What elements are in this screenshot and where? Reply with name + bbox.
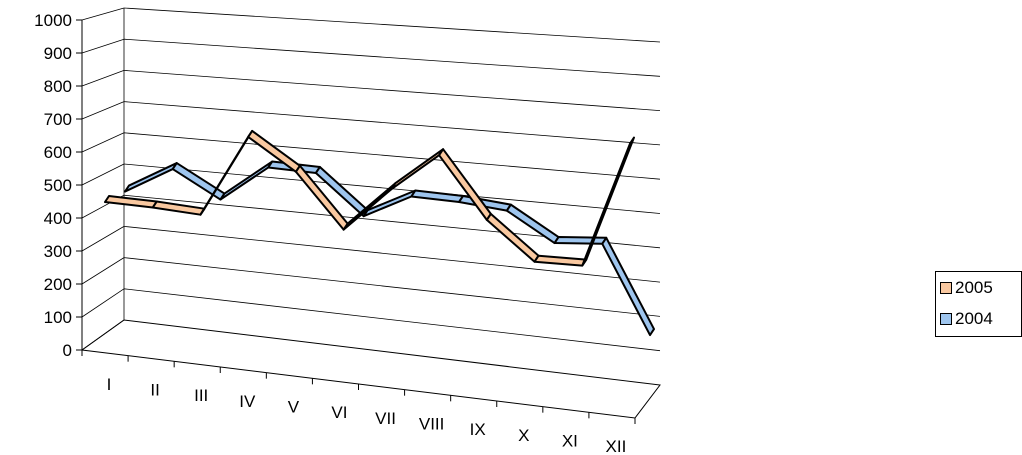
gridline-wall-900 (81, 38, 125, 54)
x-tick-label-XII: XII (606, 437, 627, 455)
gridline-wall-1000 (81, 7, 125, 21)
x-tick-label-V: V (288, 398, 300, 417)
y-tick-label-0: 0 (63, 341, 72, 360)
gridline-wall-200 (81, 257, 125, 285)
y-tick-label-200: 200 (44, 275, 72, 294)
legend-swatch-2005 (940, 282, 952, 294)
gridline-wall-600 (81, 132, 125, 153)
y-tick-label-400: 400 (44, 209, 72, 228)
axes (76, 8, 661, 424)
gridline-back-300 (123, 226, 661, 283)
gridline-back-200 (123, 257, 661, 317)
series-2004-segment-I (124, 162, 178, 193)
series-2004-segment-X (553, 236, 608, 245)
x-tick-label-IX: IX (470, 420, 486, 439)
x-tick-label-VIII: VIII (419, 415, 445, 434)
legend-label-2004: 2004 (955, 309, 993, 328)
floor (80, 319, 661, 419)
series-2004-segment-III (219, 160, 274, 201)
gridline-back-100 (123, 288, 661, 352)
series-2005-segment-X (533, 254, 588, 267)
x-tick-label-III: III (194, 386, 208, 405)
series-2004-segment-V (314, 165, 369, 218)
x-tick-label-VI: VI (331, 403, 347, 422)
y-tick-label-300: 300 (44, 242, 72, 261)
gridline-back-1000 (123, 7, 661, 43)
series-2005-segment-VII (390, 148, 445, 191)
y-tick-label-100: 100 (44, 308, 72, 327)
series-2004-segment-XI (601, 236, 655, 337)
gridline-back-600 (123, 132, 661, 180)
y-tick-label-700: 700 (44, 110, 72, 129)
series-2004-segment-VII (410, 189, 465, 203)
x-tick-label-I: I (107, 375, 112, 394)
gridline-back-800 (123, 70, 661, 111)
gridline-wall-700 (81, 101, 125, 120)
x-tick-labels: I II III IV V VI VII VIII IX X XI XII (107, 375, 627, 455)
x-tick-label-X: X (518, 426, 529, 445)
gridline-wall-800 (81, 70, 125, 87)
gridline-wall-300 (81, 226, 125, 252)
x-tick-label-XI: XI (562, 432, 578, 451)
series-2005-segment-III (199, 129, 254, 216)
y-tick-label-800: 800 (44, 77, 72, 96)
gridline-back-900 (123, 38, 661, 77)
y-tick-label-600: 600 (44, 143, 72, 162)
x-tick-label-IV: IV (239, 392, 256, 411)
y-tick-label-500: 500 (44, 176, 72, 195)
legend: 2005 2004 (935, 271, 1022, 337)
series-2004-segment-II (171, 162, 226, 201)
legend-item-2004: 2004 (940, 309, 993, 329)
gridlines (81, 7, 661, 352)
series-2005-segment-XI (581, 136, 635, 267)
gridline-wall-500 (81, 163, 125, 186)
x-tick-label-II: II (150, 381, 159, 400)
gridline-wall-100 (81, 288, 125, 318)
series-2005-segment-II (151, 200, 206, 216)
legend-item-2005: 2005 (940, 278, 993, 298)
series-2005-segment-VIII (438, 148, 492, 221)
y-tick-labels: 0 100 200 300 400 500 600 700 800 900 1000 (34, 11, 72, 360)
legend-swatch-2004 (940, 313, 952, 325)
y-tick-label-900: 900 (44, 44, 72, 63)
x-tick-label-VII: VII (375, 409, 396, 428)
y-tick-label-1000: 1000 (34, 11, 72, 30)
series-lines (104, 129, 655, 337)
gridline-back-700 (123, 101, 661, 146)
legend-label-2005: 2005 (955, 278, 993, 297)
